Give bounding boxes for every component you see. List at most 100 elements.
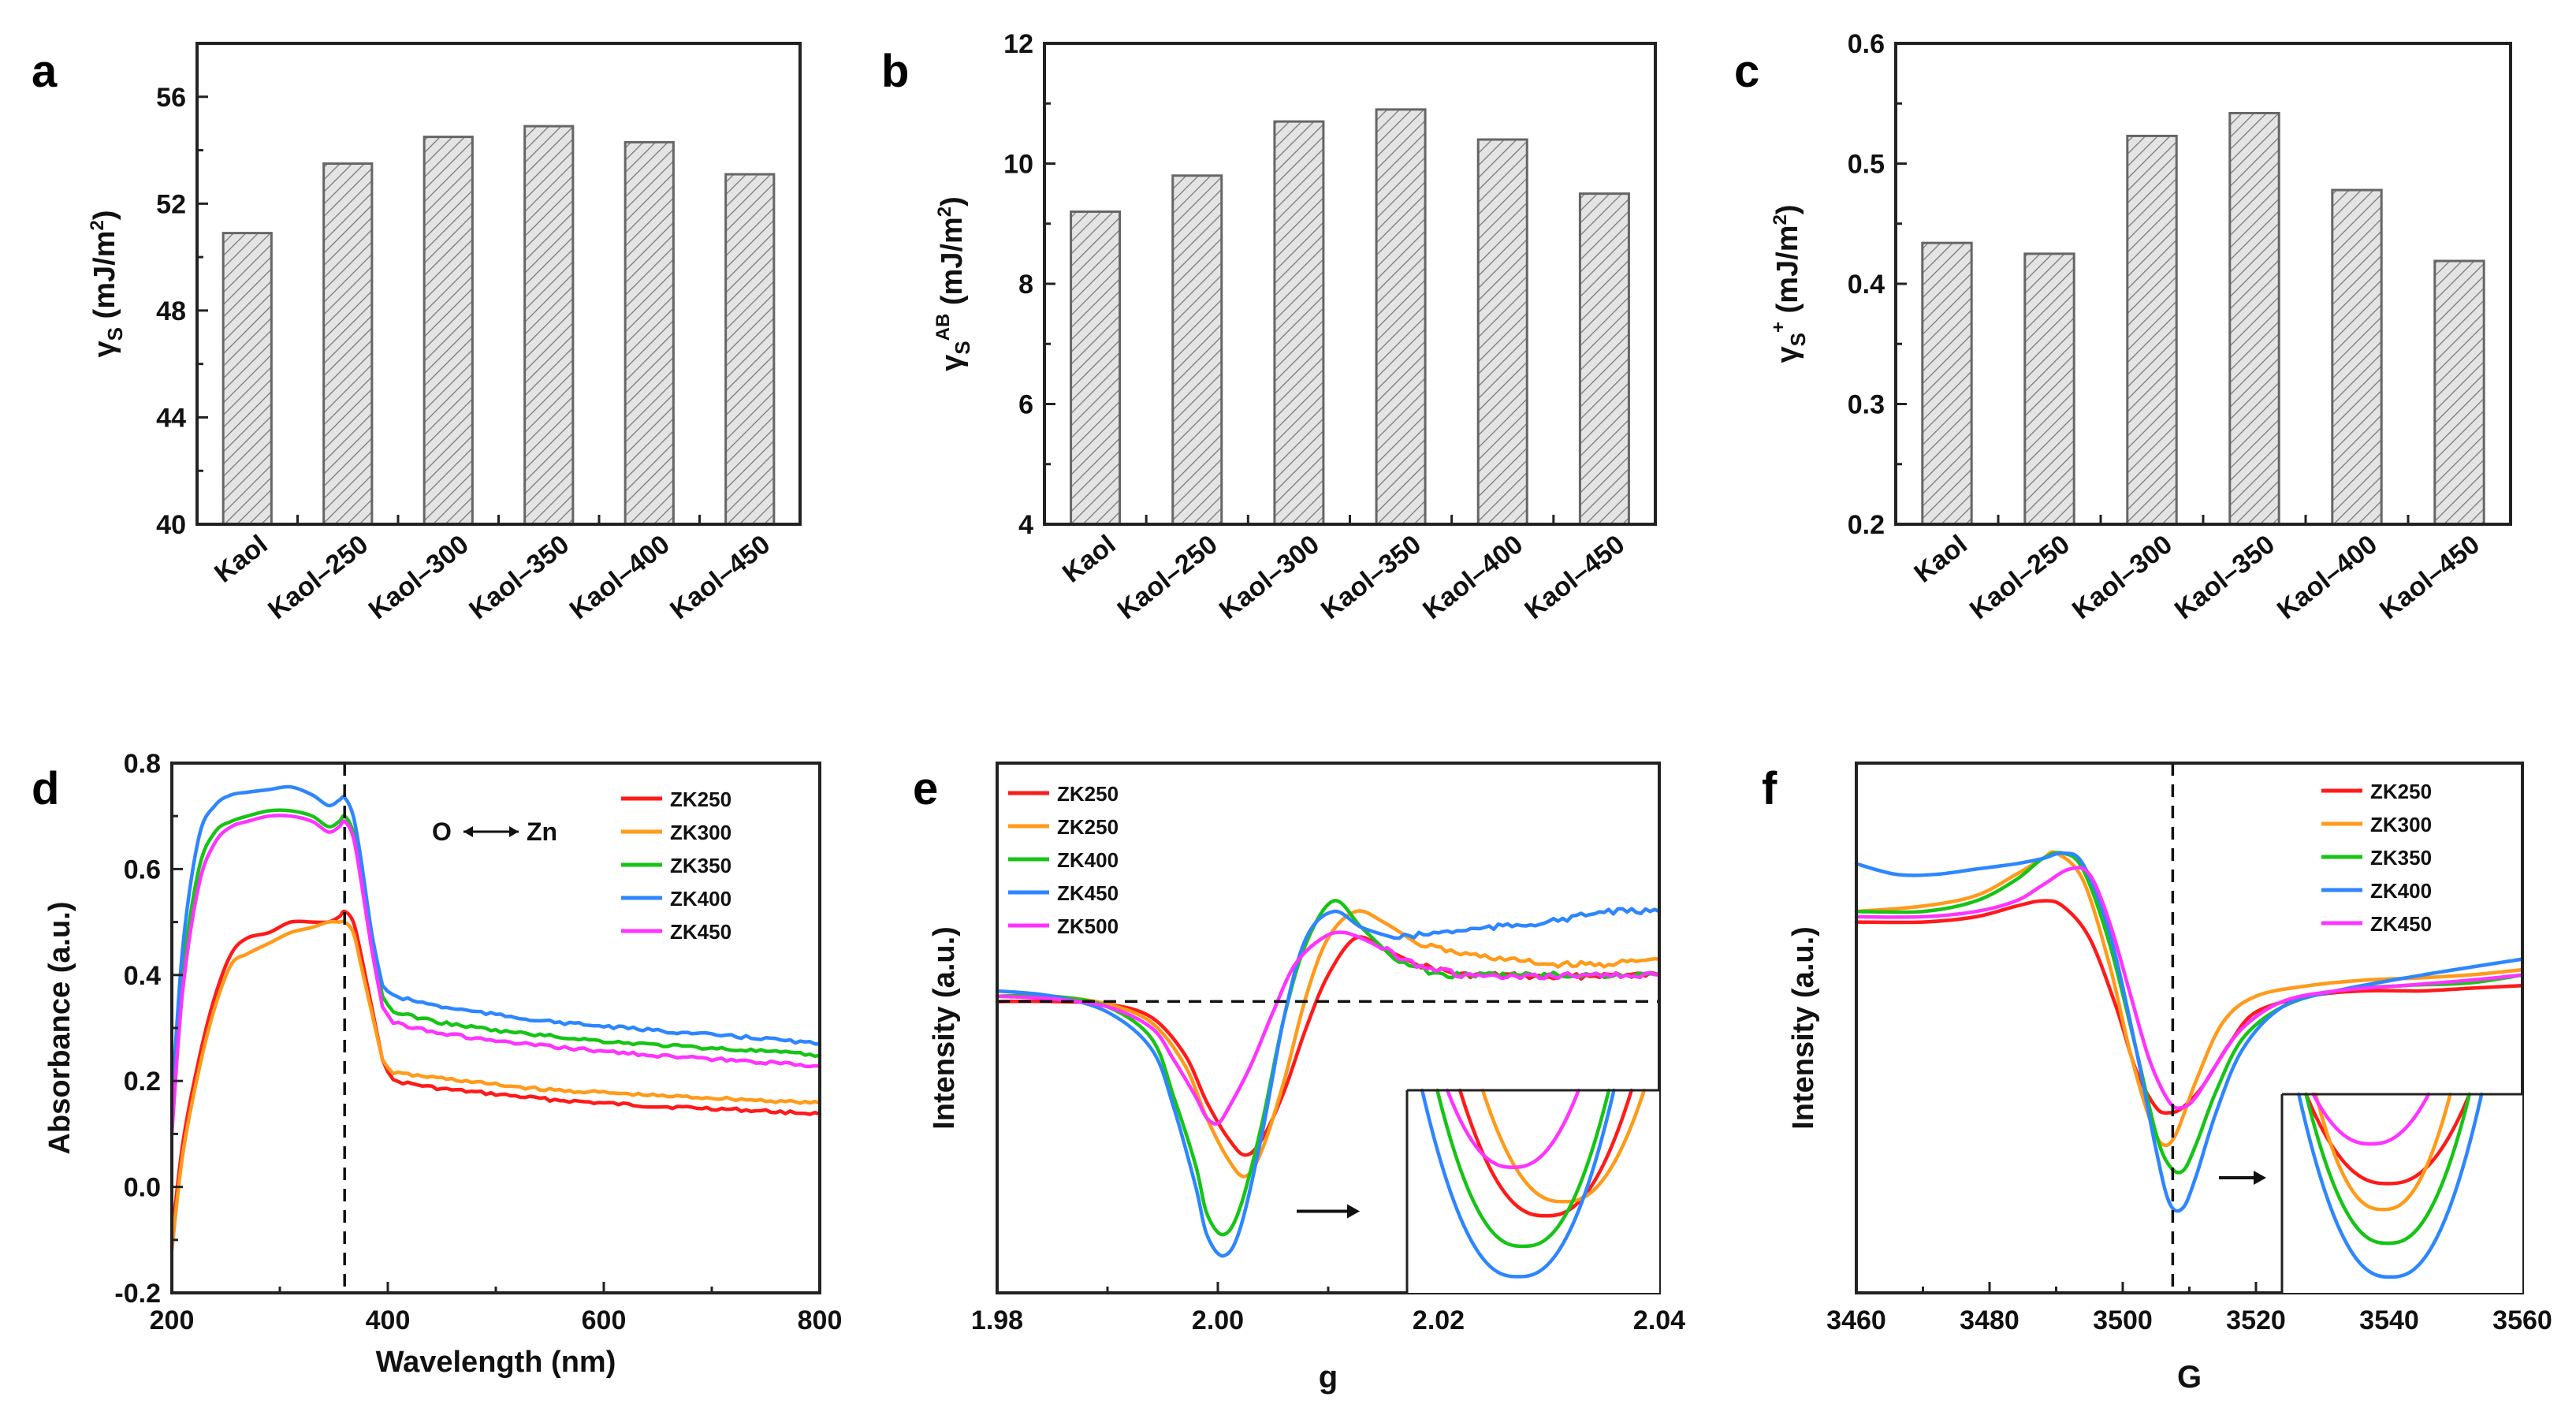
x-tick-label: 2.04 (1633, 1305, 1685, 1335)
panel-c-bar-chart: KaolKaol–250Kaol–300Kaol–350Kaol–400Kaol… (1768, 29, 2511, 625)
x-tick-label: 3560 (2492, 1305, 2552, 1335)
y-tick-label: 0.6 (1848, 29, 1885, 59)
y-axis-label: Intensity (a.u.) (928, 926, 961, 1130)
panel-b-bar-chart: KaolKaol–250Kaol–300Kaol–350Kaol–400Kaol… (932, 29, 1655, 625)
y-axis-label: γS (mJ/m2) (87, 210, 127, 358)
panel-letter-a: a (32, 46, 58, 97)
x-tick-label: 3460 (1826, 1305, 1886, 1335)
panel-letter-f: f (1762, 763, 1778, 814)
x-axis-label: g (1319, 1360, 1338, 1395)
y-tick-label: 12 (1003, 29, 1033, 59)
x-tick-label: 3540 (2359, 1305, 2419, 1335)
legend-label: ZK450 (1057, 881, 1119, 905)
bar-kaol-400 (625, 142, 673, 524)
series-line-zk450-4 (1856, 868, 2522, 1108)
plot-frame (1896, 43, 2511, 524)
x-tick-label: 2.02 (1413, 1305, 1465, 1335)
y-tick-label: 56 (156, 83, 186, 113)
panel-a-bar-chart: KaolKaol–250Kaol–300Kaol–350Kaol–400Kaol… (87, 43, 800, 625)
y-tick-label: 44 (156, 403, 186, 433)
bar-kaol-400 (1478, 140, 1527, 524)
bar-kaol-450 (726, 174, 774, 524)
x-tick-label: 2.00 (1192, 1305, 1244, 1335)
legend-label: ZK300 (2370, 813, 2432, 836)
bar-kaol-350 (1376, 110, 1425, 524)
y-tick-label: -0.2 (114, 1279, 161, 1309)
annotation-zn: Zn (527, 818, 557, 846)
y-tick-label: 0.8 (124, 749, 161, 779)
x-tick-label: Kaol–300 (1214, 529, 1325, 625)
inset-arrow-head (2254, 1171, 2266, 1185)
bar-kaol-250 (2025, 254, 2074, 524)
x-axis-label: Wavelength (nm) (376, 1346, 616, 1379)
bar-kaol-300 (1275, 121, 1323, 524)
plot-frame (1044, 43, 1655, 524)
x-tick-label: Kaol (209, 529, 273, 588)
annotation-o: O (432, 818, 452, 846)
bar-kaol-250 (324, 164, 372, 525)
series-line-zk250-0 (172, 911, 820, 1240)
x-tick-label: Kaol–350 (1316, 529, 1427, 625)
inset-arrow-head (1347, 1205, 1360, 1219)
x-tick-label: Kaol–450 (1519, 529, 1630, 625)
x-tick-label: Kaol–400 (2272, 529, 2383, 625)
x-tick-label: Kaol–350 (2169, 529, 2280, 625)
arrow-head-left (463, 826, 473, 837)
legend: ZK250 ZK300 ZK350 ZK400 ZK450 (621, 788, 731, 944)
panel-e-epr-g-chart: 1.98 2.00 2.02 2.04 g Intensity (a.u.) ZK250 ZK… (928, 763, 1685, 1395)
x-tick-label: 3520 (2226, 1305, 2286, 1335)
x-tick-label: 200 (150, 1305, 195, 1335)
legend-label: ZK350 (670, 854, 731, 877)
bar-kaol-450 (1580, 194, 1629, 524)
panel-letter-c: c (1734, 46, 1759, 97)
y-axis-label: γSAB (mJ/m2) (932, 196, 974, 371)
legend-label: ZK400 (1057, 848, 1119, 872)
x-tick-label: Kaol (1057, 529, 1121, 588)
x-tick-label: Kaol–450 (664, 529, 776, 625)
legend-label: ZK400 (2370, 879, 2432, 903)
y-tick-label: 10 (1003, 150, 1033, 180)
legend-label: ZK500 (1057, 914, 1119, 938)
x-tick-label: Kaol–250 (262, 529, 374, 625)
y-tick-label: 0.5 (1848, 150, 1885, 180)
figure: a b c d e f KaolKaol–250Kaol–300Kaol–350… (0, 0, 2576, 1419)
y-tick-label: 0.4 (124, 961, 161, 991)
y-tick-label: 0.3 (1848, 390, 1885, 420)
x-tick-label: 3480 (1960, 1305, 2019, 1335)
bar-kaol-350 (525, 126, 573, 524)
legend: ZK250 ZK300 ZK350 ZK400 ZK450 (2321, 780, 2432, 936)
y-axis-label: Absorbance (a.u.) (43, 902, 76, 1155)
y-tick-label: 0.2 (124, 1067, 161, 1097)
legend-label: ZK300 (670, 821, 731, 844)
bar-kaol (1071, 212, 1120, 525)
x-tick-label: Kaol–450 (2374, 529, 2485, 625)
x-tick-label: 1.98 (971, 1305, 1023, 1335)
plot-frame (197, 43, 800, 524)
y-tick-label: 0.6 (124, 855, 161, 885)
x-tick-label: Kaol–300 (363, 529, 475, 625)
x-tick-label: Kaol–300 (2067, 529, 2178, 625)
x-tick-label: Kaol–400 (1417, 529, 1528, 625)
y-tick-label: 0.2 (1848, 510, 1885, 540)
bar-kaol (1923, 243, 1971, 524)
y-axis-label: Intensity (a.u.) (1787, 926, 1820, 1130)
panel-letter-d: d (32, 763, 59, 814)
x-tick-label: Kaol–350 (463, 529, 575, 625)
x-tick-label: Kaol–250 (1964, 529, 2075, 625)
bar-kaol-250 (1173, 176, 1222, 524)
legend-label: ZK400 (670, 887, 731, 911)
bar-kaol-300 (424, 137, 472, 524)
panel-d-uvvis-chart: 200 400 600 800 Wavelength (nm) -0.2 0.0 0.2 0.4… (43, 749, 842, 1379)
y-tick-label: 8 (1018, 270, 1033, 300)
legend-label: ZK450 (2370, 912, 2432, 936)
legend-label: ZK250 (1057, 782, 1119, 806)
x-axis-label: G (2177, 1360, 2202, 1395)
legend: ZK250 ZK250 ZK400 ZK450 ZK500 (1008, 782, 1119, 938)
y-tick-label: 40 (156, 510, 186, 540)
panel-letter-e: e (913, 763, 938, 814)
legend-label: ZK350 (2370, 846, 2432, 870)
x-tick-label: Kaol–400 (564, 529, 676, 625)
y-tick-label: 48 (156, 296, 186, 326)
y-tick-label: 6 (1018, 390, 1033, 420)
bar-kaol-450 (2435, 261, 2484, 524)
